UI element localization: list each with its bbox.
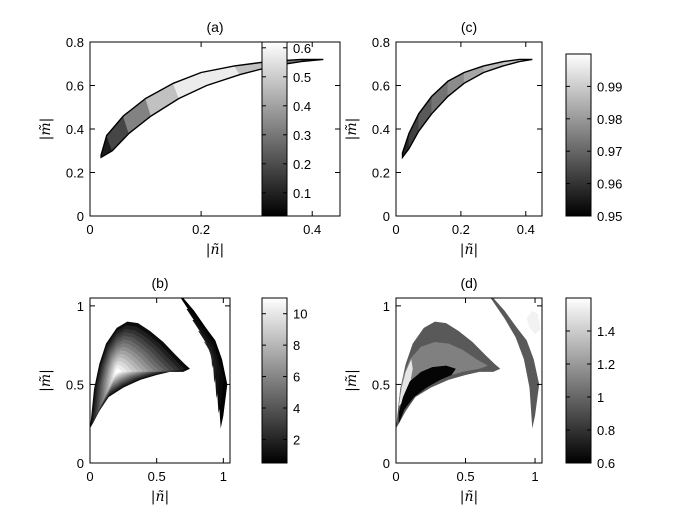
colorbar-tick-label: 2: [293, 432, 300, 447]
colorbar-b: [261, 297, 288, 464]
region-outline-a: [100, 58, 324, 159]
panel-title-a: (a): [206, 19, 223, 35]
axes-frame-b: [89, 297, 231, 464]
ytick-label: 0.6: [66, 79, 84, 94]
ytick-label: 1: [383, 299, 390, 314]
colorbar-tick-label: 0.99: [597, 79, 622, 94]
x-axis-label-d: |ñ|: [460, 489, 478, 505]
region-outline-c: [401, 58, 533, 160]
xtick-label: 0: [392, 222, 399, 237]
ytick-label: 0.2: [66, 166, 84, 181]
colorbar-tick-label: 0.3: [293, 128, 311, 143]
colorbar-tick-label: 0.97: [597, 144, 622, 159]
xtick-label: 0: [86, 469, 93, 484]
contour-level-b: [204, 342, 214, 369]
ytick-label: 0: [77, 456, 84, 471]
colorbar-tick-label: 8: [293, 338, 300, 353]
ytick-label: 0.8: [372, 35, 390, 50]
y-axis-label-b: |m̃|: [38, 369, 54, 392]
colorbar-tick-label: 0.2: [293, 157, 311, 172]
region-segment-c: [418, 95, 433, 133]
contour-band-d: [398, 365, 456, 424]
xtick-label: 1: [220, 469, 227, 484]
colorbar-tick-label: 1.4: [597, 324, 615, 339]
ytick-label: 0.4: [66, 122, 84, 137]
colorbar-tick-label: 0.6: [293, 41, 311, 56]
contour-level-b: [114, 368, 122, 376]
panel-title-c: (c): [461, 19, 477, 35]
xtick-label: 0.4: [517, 222, 535, 237]
ytick-label: 0.4: [372, 122, 390, 137]
x-axis-label-a: |ñ|: [206, 242, 224, 258]
ytick-label: 0.8: [66, 35, 84, 50]
xtick-label: 0.5: [148, 469, 166, 484]
contour-band-d: [398, 359, 413, 407]
contour-level-b: [186, 309, 224, 414]
colorbar-tick-label: 0.95: [597, 209, 622, 224]
colorbar-tick-label: 0.96: [597, 177, 622, 192]
contour-band-d: [526, 310, 541, 335]
contour-level-b: [112, 364, 128, 380]
panel-title-b: (b): [151, 275, 168, 291]
xtick-label: 0: [392, 469, 399, 484]
panel-title-d: (d): [460, 275, 477, 291]
xtick-label: 1: [531, 469, 538, 484]
xtick-label: 0.5: [456, 469, 474, 484]
colorbar-tick-label: 1.2: [597, 357, 615, 372]
ytick-label: 0: [77, 209, 84, 224]
colorbar-tick-label: 0.4: [293, 99, 311, 114]
y-axis-label-d: |m̃|: [344, 369, 360, 392]
ytick-label: 0.2: [372, 166, 390, 181]
ytick-label: 0: [383, 209, 390, 224]
y-axis-label-c: |m̃|: [344, 118, 360, 141]
axes-frame-d: [395, 297, 543, 464]
ytick-label: 0.5: [372, 377, 390, 392]
x-axis-label-c: |ñ|: [460, 242, 478, 258]
x-axis-label-b: |ñ|: [151, 489, 169, 505]
ytick-label: 0: [383, 456, 390, 471]
ytick-label: 1: [77, 299, 84, 314]
region-segment-a: [145, 82, 180, 117]
colorbar-tick-label: 0.1: [293, 186, 311, 201]
contour-level-b: [198, 331, 217, 384]
colorbar-tick-label: 0.5: [293, 70, 311, 85]
colorbar-tick-label: 0.98: [597, 112, 622, 127]
ytick-label: 0.6: [372, 79, 390, 94]
colorbar-tick-label: 1: [597, 390, 604, 405]
colorbar-a: [261, 41, 288, 217]
contour-band-d: [490, 298, 540, 429]
region-segment-c: [431, 80, 449, 115]
xtick-label: 0.2: [192, 222, 210, 237]
colorbar-d: [565, 297, 592, 464]
region-segment-a: [122, 97, 152, 134]
colorbar-tick-label: 0.8: [597, 423, 615, 438]
colorbar-tick-label: 0.6: [597, 456, 615, 471]
colorbar-c: [565, 53, 592, 217]
xtick-label: 0.4: [303, 222, 321, 237]
colorbar-tick-label: 6: [293, 370, 300, 385]
xtick-label: 0: [86, 222, 93, 237]
xtick-label: 0.2: [452, 222, 470, 237]
ytick-label: 0.5: [66, 377, 84, 392]
colorbar-tick-label: 10: [293, 307, 307, 322]
colorbar-tick-label: 4: [293, 401, 300, 416]
y-axis-label-a: |m̃|: [38, 118, 54, 141]
